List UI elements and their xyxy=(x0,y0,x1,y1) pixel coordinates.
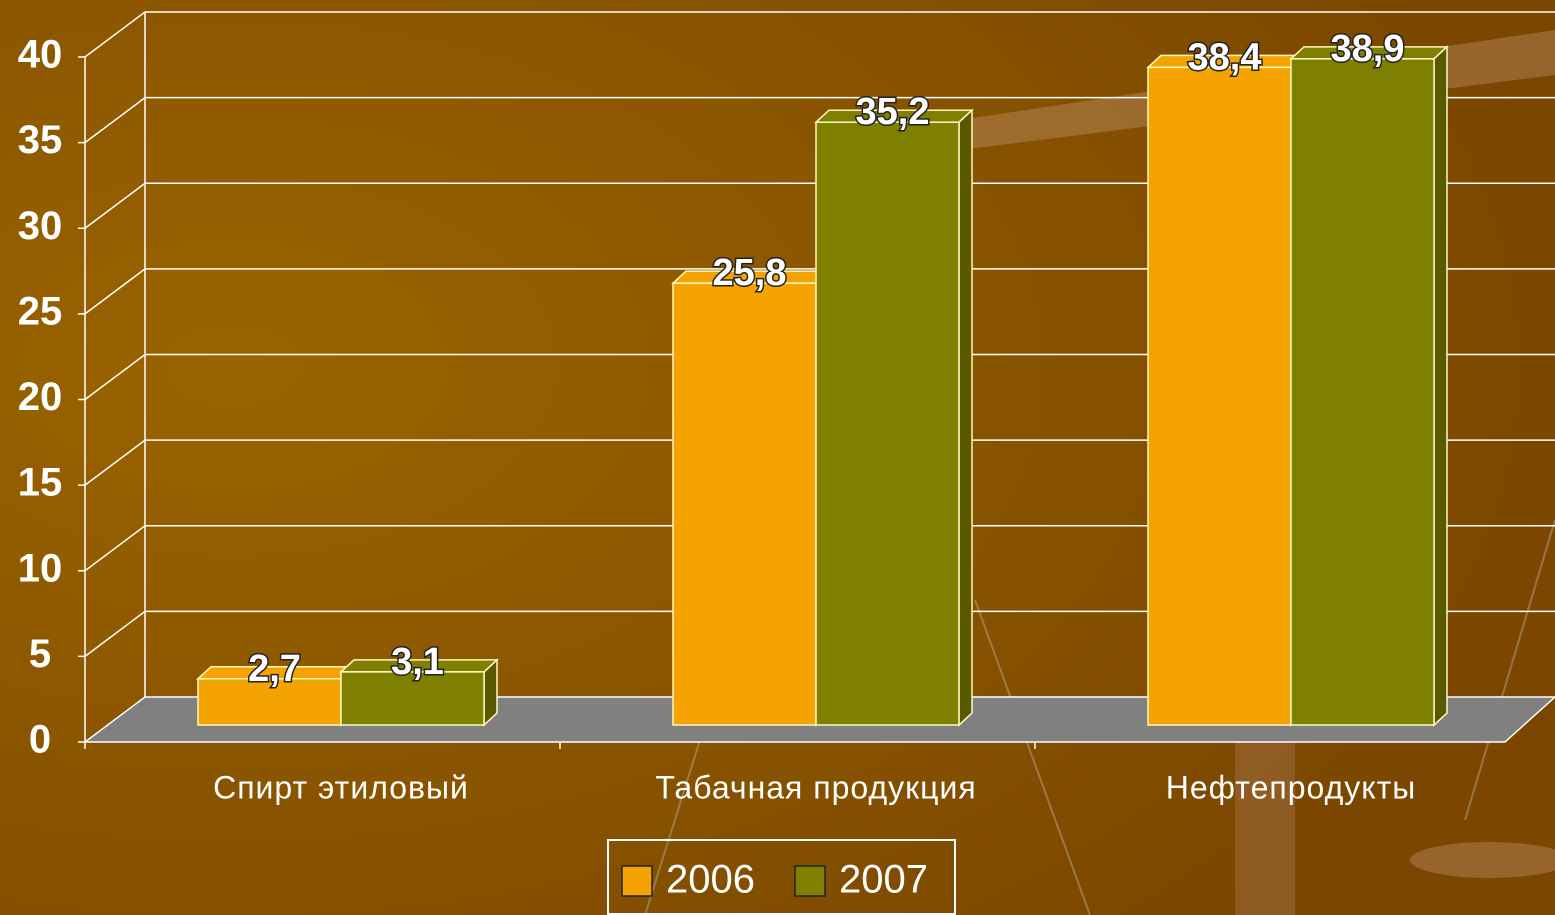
y-tick-label: 20 xyxy=(18,375,63,419)
y-tick-label: 5 xyxy=(29,632,51,676)
bar-side xyxy=(484,660,497,725)
x-tick-label: Нефтепродукты xyxy=(1166,769,1417,805)
bar xyxy=(673,283,816,725)
bar-side xyxy=(959,110,972,725)
y-tick-label: 10 xyxy=(18,546,63,590)
value-label: 3,1 xyxy=(391,641,444,683)
x-tick-label: Табачная продукция xyxy=(655,769,976,805)
bar xyxy=(1291,59,1434,725)
legend-swatch xyxy=(622,866,652,896)
value-label: 38,9 xyxy=(1331,28,1405,70)
bar xyxy=(1148,67,1291,725)
y-tick-label: 30 xyxy=(18,204,63,248)
page: 0 5 10 15 20 25 30 35 40 Спирт этиловый 2,7 3,1 Таба… xyxy=(0,0,1555,915)
bar-side xyxy=(1434,47,1447,725)
value-label: 38,4 xyxy=(1188,36,1262,78)
legend-label: 2007 xyxy=(839,858,928,902)
x-tick-label: Спирт этиловый xyxy=(213,769,469,805)
y-tick-label: 35 xyxy=(18,118,63,162)
legend-label: 2006 xyxy=(666,858,755,902)
chart: 0 5 10 15 20 25 30 35 40 Спирт этиловый 2,7 3,1 Таба… xyxy=(0,0,1555,915)
y-tick-label: 0 xyxy=(29,718,51,762)
bar xyxy=(816,122,959,725)
value-label: 35,2 xyxy=(856,91,930,133)
value-label: 25,8 xyxy=(713,252,787,294)
y-tick-label: 40 xyxy=(18,33,63,77)
y-tick-label: 25 xyxy=(18,289,63,333)
value-label: 2,7 xyxy=(248,648,301,690)
y-tick-label: 15 xyxy=(18,461,63,505)
legend-swatch xyxy=(795,866,825,896)
